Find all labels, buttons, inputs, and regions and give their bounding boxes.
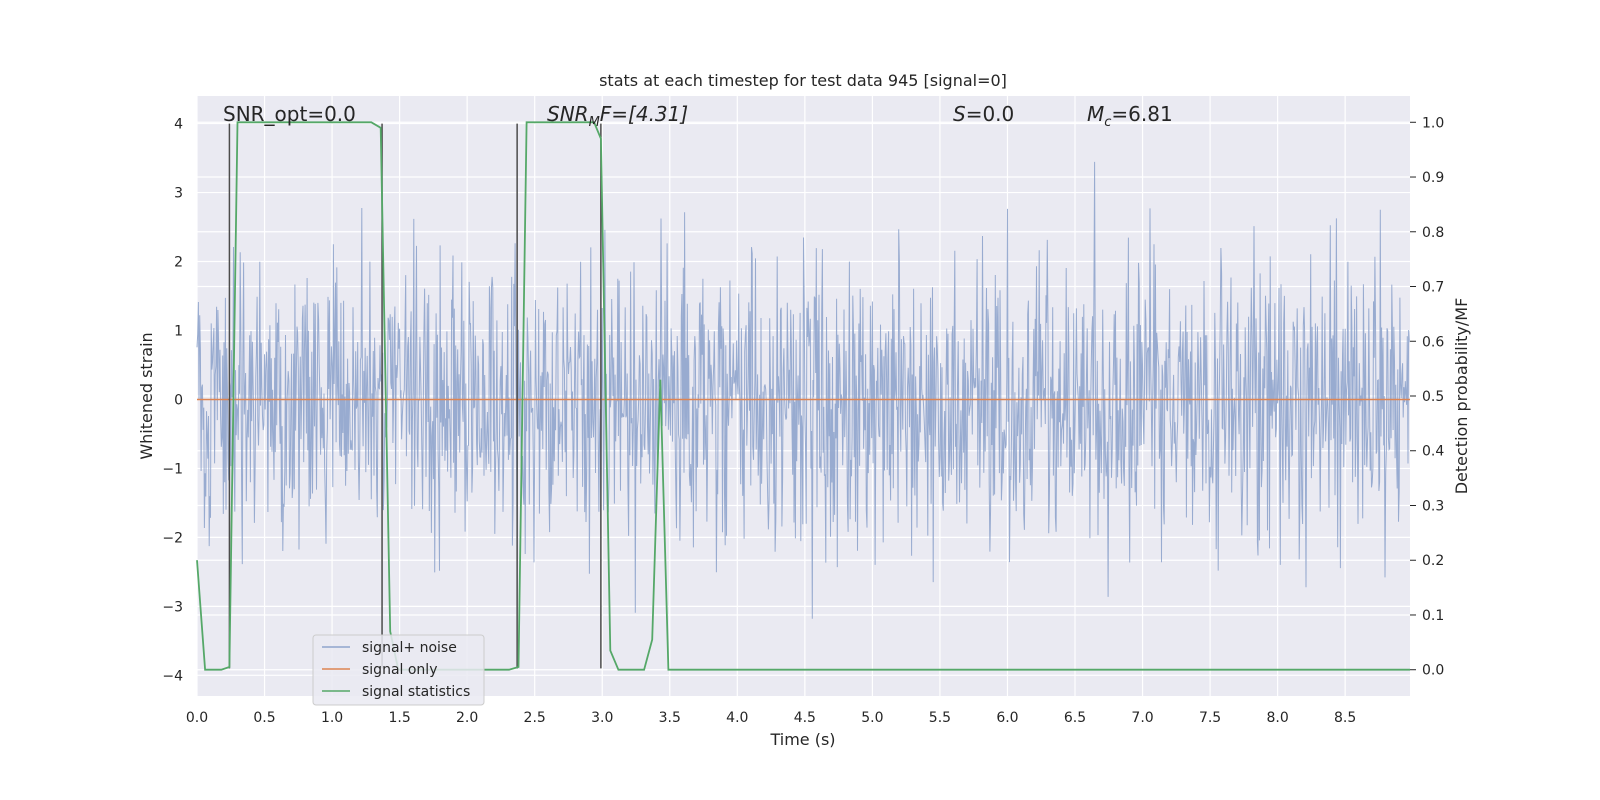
- x-tick-label: 7.5: [1199, 710, 1221, 726]
- x-tick-label: 5.0: [861, 710, 883, 726]
- x-tick-label: 3.0: [591, 710, 613, 726]
- x-tick-label: 8.0: [1266, 710, 1288, 726]
- y2-tick-label: 0.6: [1422, 334, 1444, 350]
- x-tick-label: 4.0: [726, 710, 748, 726]
- legend-label-signal-statistics: signal statistics: [362, 684, 470, 700]
- y2-tick-label: 0.2: [1422, 553, 1444, 569]
- statistics-line: [196, 121, 1410, 671]
- x-tick-label: 3.5: [659, 710, 681, 726]
- y2-tick-label: 0.0: [1422, 663, 1444, 679]
- noise-line: [196, 161, 1410, 619]
- y-tick-label: −1: [162, 461, 183, 477]
- x-tick-label: 6.5: [1064, 710, 1086, 726]
- y-axis-ticks: 4 3 2 1 0 −1 −2 −3 −4: [162, 117, 183, 685]
- y2-tick-label: 0.8: [1422, 225, 1444, 241]
- x-axis-label: Time (s): [769, 730, 835, 749]
- y2-tick-label: 1.0: [1422, 115, 1444, 131]
- y-tick-label: −2: [162, 530, 183, 546]
- x-tick-label: 2.0: [456, 710, 478, 726]
- y-tick-label: 0: [174, 392, 183, 408]
- y-tick-label: 3: [174, 186, 183, 202]
- x-tick-label: 2.5: [524, 710, 546, 726]
- chart-title: stats at each timestep for test data 945…: [599, 71, 1007, 90]
- y-tick-label: 1: [174, 323, 183, 339]
- y2-tick-label: 0.4: [1422, 444, 1444, 460]
- y2-tick-label: 0.7: [1422, 280, 1444, 296]
- x-tick-label: 4.5: [794, 710, 816, 726]
- legend-box: [312, 634, 485, 706]
- series-signal-statistics: [196, 121, 1410, 671]
- y2-tick-label: 0.5: [1422, 389, 1444, 405]
- x-tick-label: 7.0: [1131, 710, 1153, 726]
- annotation-snr-mf: SNRMF=[4.31]: [547, 102, 688, 130]
- x-tick-label: 8.5: [1334, 710, 1356, 726]
- y2-tick-label: 0.3: [1422, 498, 1444, 514]
- annotation-s: S=0.0: [953, 102, 1014, 126]
- y-tick-label: 2: [174, 255, 183, 271]
- x-tick-label: 1.5: [388, 710, 410, 726]
- y-tick-label: −4: [162, 668, 183, 684]
- series-signal-plus-noise: [196, 161, 1410, 619]
- annotation-snr-opt: SNR_opt=0.0: [223, 102, 356, 126]
- y-tick-label: −3: [162, 599, 183, 615]
- x-tick-label: 1.0: [321, 710, 343, 726]
- x-tick-label: 5.5: [929, 710, 951, 726]
- y2-tick-label: 0.1: [1422, 608, 1444, 624]
- y2-axis-ticks: 1.0 0.9 0.8 0.7 0.6 0.5 0.4 0.3 0.2 0.1 0.0: [1410, 115, 1444, 679]
- x-tick-label: 0.5: [253, 710, 275, 726]
- y2-tick-label: 0.9: [1422, 170, 1444, 186]
- y-tick-label: 4: [174, 117, 183, 133]
- legend-label-signal-only: signal only: [362, 662, 437, 678]
- x-tick-label: 6.0: [996, 710, 1018, 726]
- annotation-mc: Mc=6.81: [1087, 102, 1173, 130]
- y2-axis-label: Detection probability/MF: [1452, 298, 1471, 495]
- x-axis-ticks: 0.0 0.5 1.0 1.5 2.0 2.5 3.0 3.5 4.0 4.5 5.0 5.5 6.0 6…: [186, 710, 1356, 726]
- y-axis-label: Whitened strain: [137, 332, 156, 459]
- legend-label-signal-plus-noise: signal+ noise: [362, 640, 457, 656]
- x-tick-label: 0.0: [186, 710, 208, 726]
- legend: signal+ noise signal only signal statist…: [312, 634, 485, 706]
